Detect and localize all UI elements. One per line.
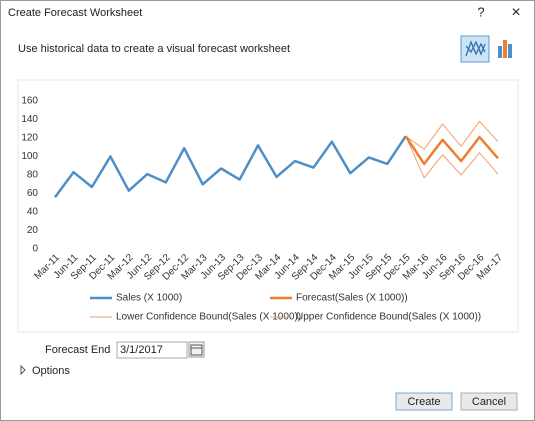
options-expander[interactable] <box>20 364 26 376</box>
chart-area <box>17 79 519 333</box>
legend-label: Sales (X 1000) <box>116 293 182 304</box>
subtitle: Use historical data to create a visual f… <box>18 43 290 55</box>
y-tick-label: 80 <box>27 170 39 181</box>
y-tick-label: 100 <box>21 151 38 162</box>
create-button-label[interactable]: Create <box>407 396 440 408</box>
series-line <box>53 135 407 198</box>
calendar-button[interactable] <box>188 341 205 358</box>
cancel-button[interactable] <box>460 392 518 411</box>
close-button[interactable]: × <box>511 4 520 21</box>
forecast-end-label: Forecast End <box>45 344 110 356</box>
series-line <box>404 135 499 166</box>
y-tick-label: 40 <box>27 207 39 218</box>
options-link[interactable]: Options <box>32 365 70 377</box>
y-tick-label: 60 <box>27 188 39 199</box>
legend-label: Forecast(Sales (X 1000)) <box>296 293 408 304</box>
forecast-end-value[interactable]: 3/1/2017 <box>120 344 163 356</box>
dialog-title: Create Forecast Worksheet <box>8 7 142 19</box>
forecast-end-input[interactable] <box>116 341 188 359</box>
series-line <box>405 120 499 150</box>
y-tick-label: 120 <box>21 133 38 144</box>
line-chart-toggle[interactable] <box>460 35 490 63</box>
column-chart-toggle[interactable] <box>498 40 512 58</box>
legend-label: Upper Confidence Bound(Sales (X 1000)) <box>296 312 481 323</box>
legend-label: Lower Confidence Bound(Sales (X 1000)) <box>116 312 301 323</box>
series-line <box>405 135 499 179</box>
help-button[interactable]: ? <box>477 4 484 19</box>
y-tick-label: 160 <box>21 96 38 107</box>
create-button[interactable] <box>395 392 453 411</box>
cancel-button-label[interactable]: Cancel <box>472 396 506 408</box>
y-tick-label: 0 <box>32 244 38 255</box>
y-tick-label: 20 <box>27 225 39 236</box>
y-tick-label: 140 <box>21 114 38 125</box>
